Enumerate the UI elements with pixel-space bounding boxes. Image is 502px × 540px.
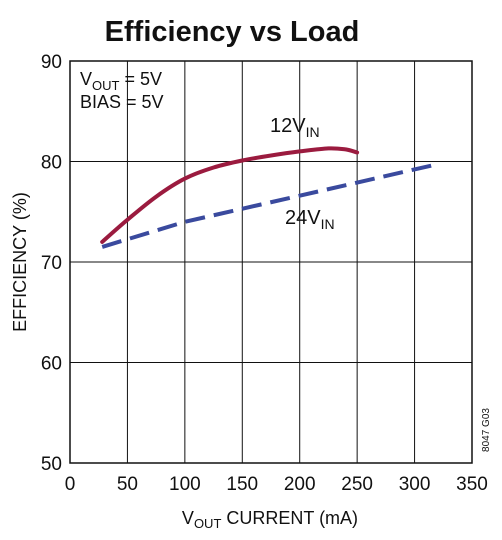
x-tick-label: 200 [284,474,316,495]
annotation-bias: BIAS = 5V [80,92,164,112]
series-label-12vin-main: 12V [270,115,306,137]
x-axis-label-rest: CURRENT (mA) [221,508,358,528]
y-tick-label: 50 [41,454,62,475]
x-tick-label: 100 [169,474,201,495]
x-tick-label: 150 [226,474,258,495]
annotation-vout-main: V [80,69,92,89]
y-tick-label: 80 [41,153,62,174]
x-axis-label-main: V [182,508,194,528]
x-tick-label: 350 [456,474,488,495]
series-label-24vin-main: 24V [285,207,321,229]
x-tick-label: 50 [117,474,138,495]
series-line-12vin [100,146,360,244]
x-tick-label: 250 [341,474,373,495]
series-line-24vin [101,163,433,249]
y-tick-label: 70 [41,253,62,274]
x-axis-label: VOUT CURRENT (mA) [182,508,358,531]
annotation-vout: VOUT = 5V [80,69,162,93]
y-axis-label: EFFICIENCY (%) [10,192,30,332]
figure-code: 8047 G03 [481,408,492,452]
y-tick-label: 60 [41,354,62,375]
x-tick-label: 0 [65,474,76,495]
y-tick-label: 90 [41,52,62,73]
series-label-24vin: 24VIN [285,207,335,232]
annotation-vout-sub: OUT [92,78,120,93]
annotation-vout-rest: = 5V [119,69,162,89]
plot-frame [69,60,473,464]
x-axis-label-sub: OUT [194,516,222,531]
series-label-24vin-sub: IN [321,216,335,232]
grid [70,61,472,463]
series-label-12vin: 12VIN [270,115,320,140]
x-tick-label: 300 [399,474,431,495]
series-layer [100,146,433,249]
chart-title: Efficiency vs Load [105,16,360,48]
series-label-12vin-sub: IN [306,124,320,140]
